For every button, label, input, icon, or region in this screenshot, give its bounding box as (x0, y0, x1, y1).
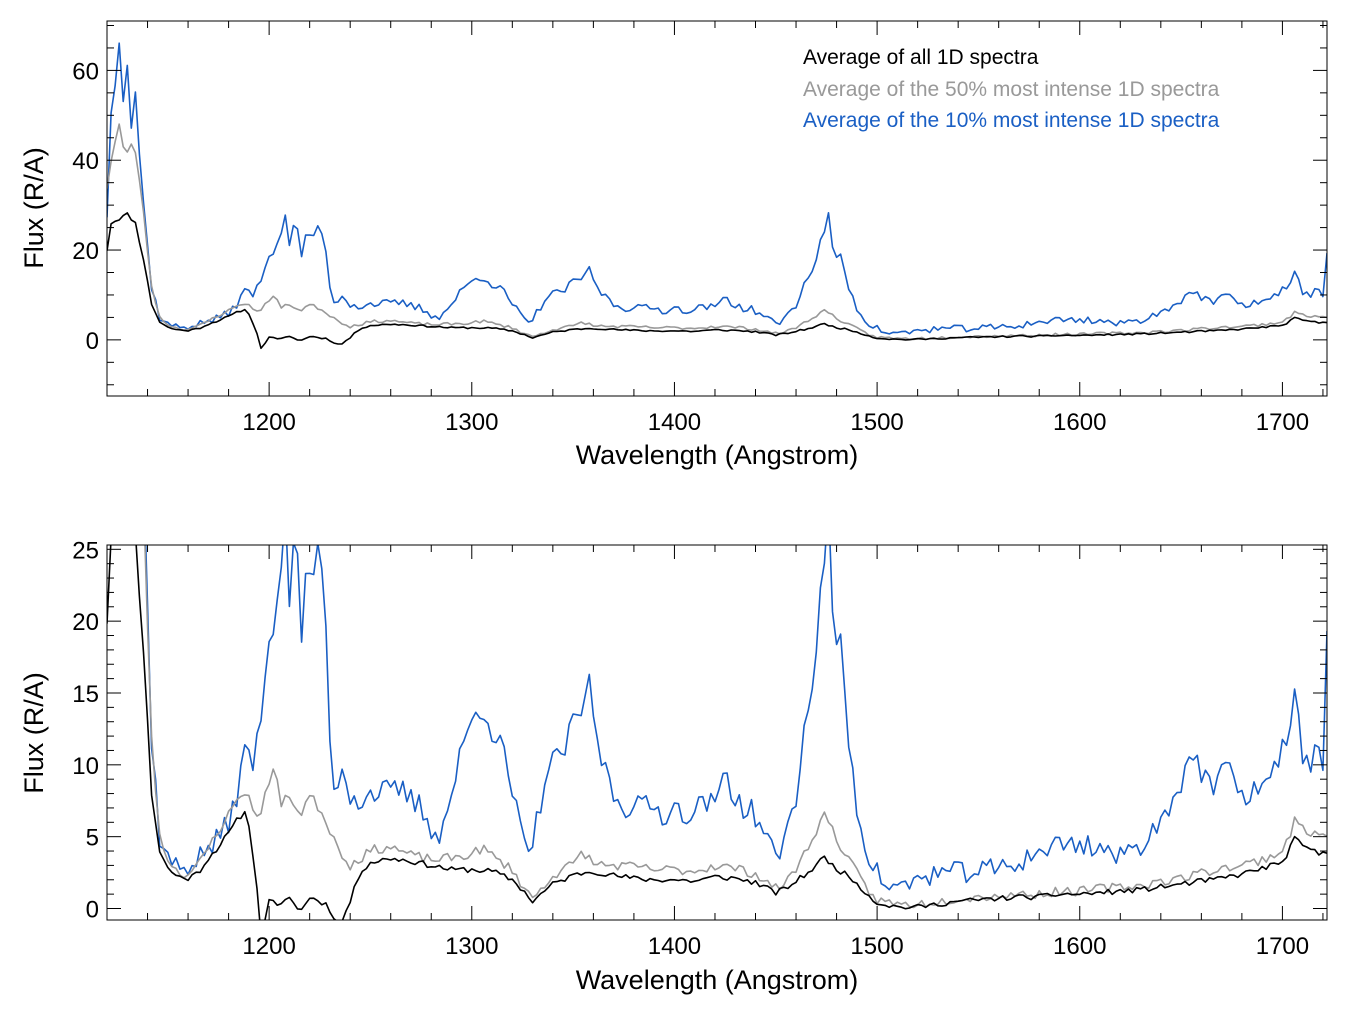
top-ticks: 1200 1300 1400 1500 1600 1700 0 20 40 60 (72, 21, 1327, 436)
bottom-x-axis-label: Wavelength (Angstrom) (576, 965, 859, 995)
top-x-tick-label: 1700 (1256, 409, 1309, 436)
bottom-y-tick-label: 0 (86, 897, 99, 924)
bottom-x-tick-label: 1400 (648, 933, 701, 960)
bottom-spectrum-panel: 1200 1300 1400 1500 1600 1700 0 5 10 15 20 25 Wavel… (19, 537, 1328, 995)
bottom-series-all (107, 545, 1327, 920)
top-series-top10 (107, 42, 1327, 335)
top-plot-area (106, 20, 1328, 397)
top-plot-frame (106, 20, 1328, 397)
bottom-y-tick-label: 20 (72, 609, 99, 636)
top-y-tick-label: 20 (72, 238, 99, 265)
top-x-tick-label: 1200 (242, 409, 295, 436)
bottom-x-tick-label: 1200 (242, 933, 295, 960)
bottom-y-axis-label: Flux (R/A) (19, 672, 49, 794)
top-series-lines (107, 42, 1327, 350)
top-x-tick-label: 1400 (648, 409, 701, 436)
top-x-tick-label: 1500 (850, 409, 903, 436)
bottom-y-tick-label: 5 (86, 825, 99, 852)
bottom-plot-area (106, 544, 1328, 921)
legend: Average of all 1D spectra Average of the… (803, 46, 1220, 132)
top-y-tick-label: 40 (72, 148, 99, 175)
top-series-all (107, 212, 1327, 350)
top-y-axis-label: Flux (R/A) (19, 147, 49, 269)
bottom-x-tick-label: 1500 (850, 933, 903, 960)
bottom-series-top50 (144, 545, 1327, 909)
bottom-x-tick-label: 1600 (1053, 933, 1106, 960)
legend-entry-all: Average of all 1D spectra (803, 46, 1039, 69)
bottom-x-tick-label: 1300 (445, 933, 498, 960)
top-y-tick-label: 0 (86, 328, 99, 355)
bottom-plot-background (107, 545, 1327, 920)
top-y-tick-label: 60 (72, 58, 99, 85)
bottom-series-top10 (144, 545, 1327, 891)
bottom-y-tick-label: 25 (72, 537, 99, 564)
top-x-tick-label: 1600 (1053, 409, 1106, 436)
bottom-y-tick-label: 15 (72, 681, 99, 708)
bottom-y-tick-label: 10 (72, 753, 99, 780)
legend-entry-top50: Average of the 50% most intense 1D spect… (803, 78, 1220, 101)
top-spectrum-panel: 1200 1300 1400 1500 1600 1700 0 20 40 60 Waveleng… (19, 20, 1328, 470)
bottom-ticks: 1200 1300 1400 1500 1600 1700 0 5 10 15 20 25 (72, 537, 1327, 960)
bottom-plot-frame (106, 544, 1328, 921)
legend-entry-top10: Average of the 10% most intense 1D spect… (803, 109, 1220, 132)
bottom-series-lines (107, 545, 1327, 920)
top-x-axis-label: Wavelength (Angstrom) (576, 440, 859, 470)
top-series-top50 (107, 123, 1327, 341)
bottom-x-tick-label: 1700 (1256, 933, 1309, 960)
top-x-tick-label: 1300 (445, 409, 498, 436)
